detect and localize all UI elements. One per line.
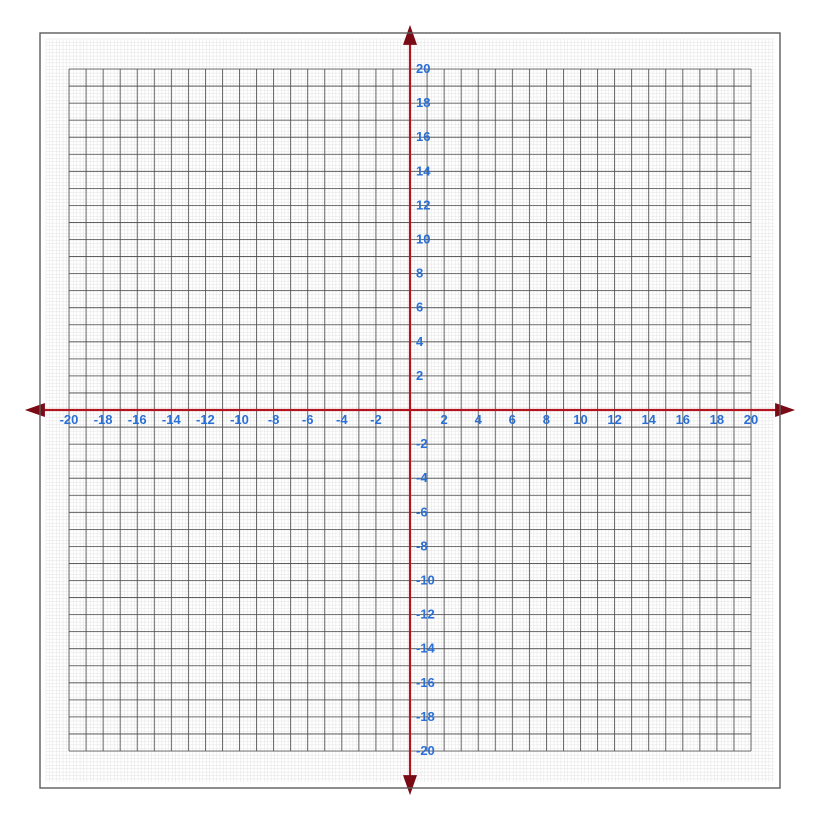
coordinate-plane-svg: -20 -18 -16 -14 -12 -10 -8 -6 -4 -2 2 4 6 8 10 12 14 16 18…	[0, 0, 820, 821]
y-tick-label: 8	[416, 266, 423, 281]
x-tick-label: -14	[162, 412, 182, 427]
y-tick-label: -20	[416, 743, 435, 758]
x-tick-label: -10	[230, 412, 249, 427]
x-tick-label: -20	[60, 412, 79, 427]
y-tick-label: 2	[416, 368, 423, 383]
y-tick-label: 14	[416, 163, 431, 178]
x-tick-label: 18	[710, 412, 724, 427]
y-tick-label: -4	[416, 470, 428, 485]
y-tick-label: 12	[416, 197, 430, 212]
y-tick-label: -14	[416, 641, 436, 656]
y-tick-label: -8	[416, 538, 428, 553]
y-tick-label: 4	[416, 334, 424, 349]
y-tick-label: -2	[416, 436, 428, 451]
y-tick-label: -18	[416, 709, 435, 724]
y-tick-label: -6	[416, 504, 428, 519]
y-tick-label: -16	[416, 675, 435, 690]
x-tick-label: 8	[543, 412, 550, 427]
y-tick-label: 6	[416, 300, 423, 315]
x-tick-label: 6	[509, 412, 516, 427]
x-tick-label: 2	[440, 412, 447, 427]
y-tick-label: 20	[416, 61, 430, 76]
x-tick-label: 16	[676, 412, 690, 427]
y-tick-label: -10	[416, 573, 435, 588]
y-tick-label: 18	[416, 95, 430, 110]
x-tick-label: 12	[607, 412, 621, 427]
y-tick-label: -12	[416, 607, 435, 622]
x-tick-label: 10	[573, 412, 587, 427]
coordinate-plane-figure: -20 -18 -16 -14 -12 -10 -8 -6 -4 -2 2 4 6 8 10 12 14 16 18…	[0, 0, 820, 821]
y-tick-label: 16	[416, 129, 430, 144]
x-tick-label: 4	[475, 412, 483, 427]
x-tick-label: 20	[744, 412, 758, 427]
x-tick-label: 14	[641, 412, 656, 427]
y-tick-label: 10	[416, 232, 430, 247]
x-tick-label: -18	[94, 412, 113, 427]
x-tick-label: -2	[370, 412, 382, 427]
x-tick-label: -4	[336, 412, 348, 427]
x-tick-label: -6	[302, 412, 314, 427]
x-tick-label: -12	[196, 412, 215, 427]
x-tick-label: -8	[268, 412, 280, 427]
x-tick-label: -16	[128, 412, 147, 427]
